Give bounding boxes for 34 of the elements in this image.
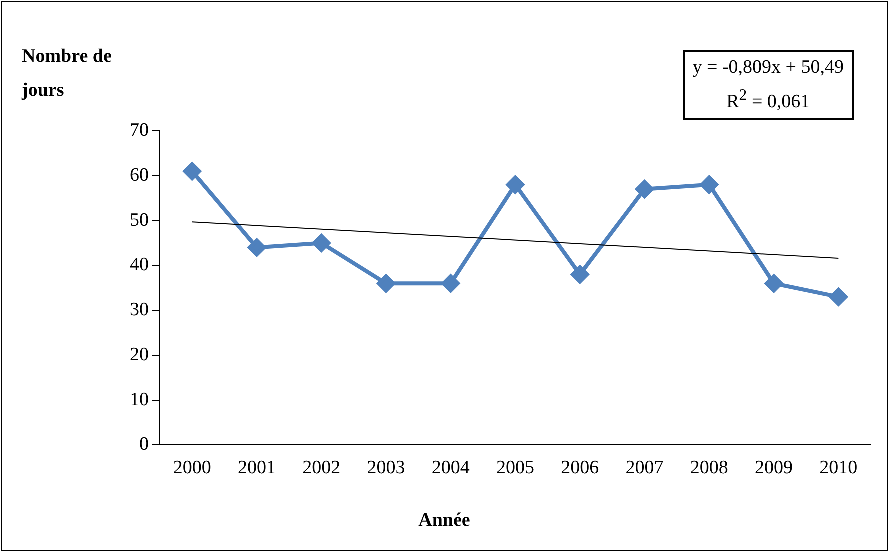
y-axis-title: Nombre de jours bbox=[22, 45, 113, 103]
y-tick-label: 70 bbox=[130, 120, 149, 141]
y-tick-label: 60 bbox=[130, 164, 149, 186]
x-tick-label: 2004 bbox=[432, 458, 470, 479]
point bbox=[636, 180, 654, 198]
x-tick-label: 2008 bbox=[690, 458, 728, 479]
x-tick-label: 2009 bbox=[755, 458, 794, 479]
point bbox=[183, 162, 202, 180]
x-tick-label: 2003 bbox=[367, 458, 406, 479]
text: R$^{2}$ = 0,061 bbox=[726, 86, 812, 114]
x-axis-title: Année bbox=[418, 510, 472, 532]
y-tick-label: 50 bbox=[130, 210, 149, 231]
point bbox=[571, 266, 590, 284]
text: y = -0,809x + 50,49 bbox=[692, 56, 844, 80]
x-tick-label: 2001 bbox=[238, 458, 276, 479]
y-tick-label: 10 bbox=[130, 389, 149, 410]
y-tick-label: 20 bbox=[130, 344, 149, 366]
point bbox=[442, 274, 460, 293]
x-tick-label: 2007 bbox=[626, 458, 664, 479]
x-tick-label: 2002 bbox=[302, 458, 341, 479]
x-tick-label: 2000 bbox=[173, 458, 212, 479]
x-tick-label: 2006 bbox=[561, 458, 600, 479]
point bbox=[700, 176, 718, 194]
x-tick-label: 2005 bbox=[496, 458, 534, 479]
x-tick-label: 2010 bbox=[820, 458, 858, 479]
point bbox=[312, 234, 331, 252]
y-tick-label: 30 bbox=[130, 300, 149, 321]
point bbox=[248, 238, 266, 257]
point bbox=[506, 176, 524, 194]
y-tick-label: 40 bbox=[130, 254, 149, 276]
point bbox=[765, 274, 784, 293]
point bbox=[830, 288, 848, 306]
point bbox=[377, 274, 396, 293]
y-tick-label: 0 bbox=[140, 434, 149, 456]
